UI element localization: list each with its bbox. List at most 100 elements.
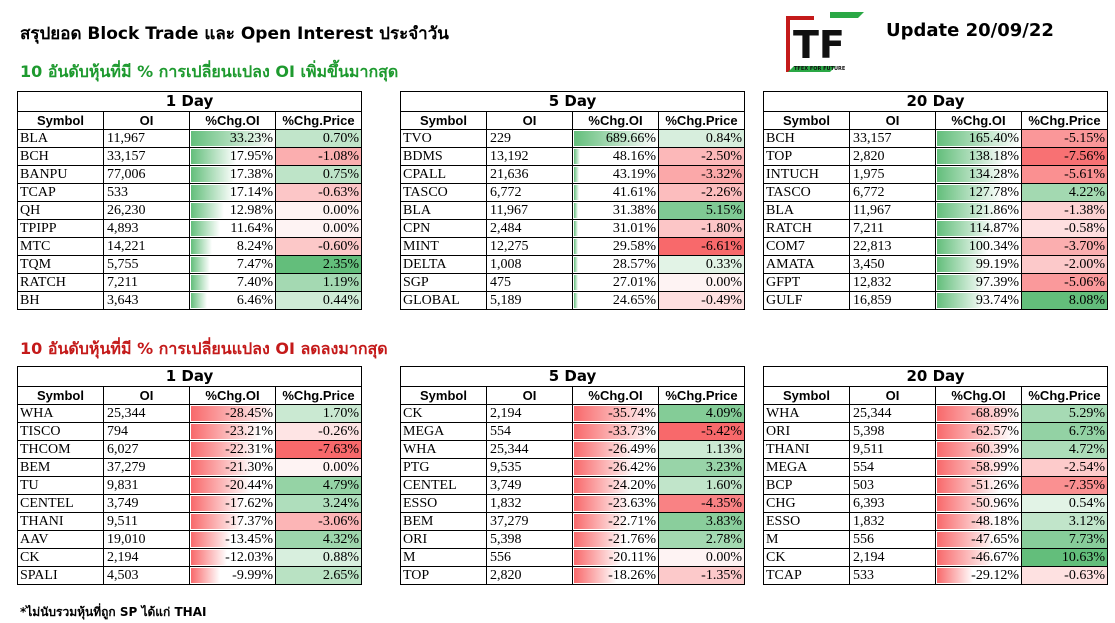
chg-price-cell: 4.22%: [1021, 183, 1108, 202]
chg-oi-value: 7.47%: [236, 257, 273, 272]
chg-oi-cell: 114.87%: [935, 219, 1022, 238]
table-row: MTC 14,221 8.24% -0.60%: [17, 237, 362, 256]
chg-oi-value: 48.16%: [612, 149, 656, 164]
chg-price-cell: -2.26%: [658, 183, 745, 202]
oi-cell: 2,194: [103, 548, 190, 567]
chg-oi-bar: [574, 239, 578, 254]
chg-oi-value: -22.31%: [225, 442, 273, 457]
table-row: BLA 11,967 33.23% 0.70%: [17, 129, 362, 148]
table-period: 1 Day: [17, 91, 362, 112]
chg-oi-bar: [191, 568, 220, 583]
table-row: AMATA 3,450 99.19% -2.00%: [763, 255, 1108, 274]
header-row: Symbol OI %Chg.OI %Chg.Price: [763, 386, 1108, 405]
chg-oi-value: -48.18%: [971, 514, 1019, 529]
table-row: GFPT 12,832 97.39% -5.06%: [763, 273, 1108, 292]
chg-oi-value: -23.21%: [225, 424, 273, 439]
symbol-cell: CK: [400, 404, 487, 423]
oi-cell: 9,511: [849, 440, 936, 459]
symbol-cell: TCAP: [763, 566, 850, 585]
chg-oi-bar: [191, 167, 235, 182]
column-header: OI: [849, 111, 936, 130]
chg-oi-cell: -20.11%: [572, 548, 659, 567]
table-row: BLA 11,967 121.86% -1.38%: [763, 201, 1108, 220]
oi-cell: 16,859: [849, 291, 936, 310]
oi-cell: 4,893: [103, 219, 190, 238]
chg-oi-value: -26.42%: [608, 460, 656, 475]
symbol-cell: CENTEL: [17, 494, 104, 513]
header-row: Symbol OI %Chg.OI %Chg.Price: [400, 111, 745, 130]
chg-price-cell: 0.00%: [275, 201, 362, 220]
chg-oi-value: 165.40%: [968, 131, 1019, 146]
chg-oi-cell: 12.98%: [189, 201, 276, 220]
oi-cell: 4,503: [103, 566, 190, 585]
chg-price-cell: 2.65%: [275, 566, 362, 585]
symbol-cell: MTC: [17, 237, 104, 256]
table-row: CK 2,194 -12.03% 0.88%: [17, 548, 362, 567]
chg-oi-cell: 28.57%: [572, 255, 659, 274]
table-row: CENTEL 3,749 -24.20% 1.60%: [400, 476, 745, 495]
chg-oi-value: -28.45%: [225, 406, 273, 421]
chg-price-cell: 4.72%: [1021, 440, 1108, 459]
oi-cell: 3,450: [849, 255, 936, 274]
chg-oi-bar: [937, 514, 996, 529]
period-row: 20 Day: [763, 91, 1108, 112]
chg-oi-bar: [937, 460, 1009, 475]
table-period: 20 Day: [763, 91, 1108, 112]
chg-price-cell: -7.56%: [1021, 147, 1108, 166]
chg-oi-bar: [574, 275, 578, 290]
chg-oi-cell: 48.16%: [572, 147, 659, 166]
column-header: %Chg.Price: [1021, 111, 1108, 130]
chg-oi-cell: 41.61%: [572, 183, 659, 202]
symbol-cell: RATCH: [17, 273, 104, 292]
chg-oi-bar: [191, 131, 275, 146]
symbol-cell: M: [400, 548, 487, 567]
chg-price-cell: -0.63%: [1021, 566, 1108, 585]
oi-table: 5 Day Symbol OI %Chg.OI %Chg.Price TVO 229 689.…: [400, 91, 745, 310]
chg-price-cell: 0.00%: [275, 219, 362, 238]
symbol-cell: QH: [17, 201, 104, 220]
chg-oi-value: 31.38%: [612, 203, 656, 218]
table-row: CK 2,194 -46.67% 10.63%: [763, 548, 1108, 567]
table-row: GLOBAL 5,189 24.65% -0.49%: [400, 291, 745, 310]
chg-oi-value: -26.49%: [608, 442, 656, 457]
symbol-cell: BLA: [763, 201, 850, 220]
chg-price-cell: -1.80%: [658, 219, 745, 238]
oi-cell: 19,010: [103, 530, 190, 549]
chg-oi-cell: -58.99%: [935, 458, 1022, 477]
symbol-cell: MINT: [400, 237, 487, 256]
table-row: TPIPP 4,893 11.64% 0.00%: [17, 219, 362, 238]
chg-price-cell: 10.63%: [1021, 548, 1108, 567]
symbol-cell: AAV: [17, 530, 104, 549]
chg-oi-cell: 7.47%: [189, 255, 276, 274]
chg-oi-value: 29.58%: [612, 239, 656, 254]
oi-cell: 554: [849, 458, 936, 477]
symbol-cell: SGP: [400, 273, 487, 292]
chg-oi-cell: -9.99%: [189, 566, 276, 585]
table-row: WHA 25,344 -68.89% 5.29%: [763, 404, 1108, 423]
chg-oi-cell: 165.40%: [935, 129, 1022, 148]
chg-oi-value: -35.74%: [608, 406, 656, 421]
chg-oi-cell: -23.63%: [572, 494, 659, 513]
oi-cell: 25,344: [486, 440, 573, 459]
table-row: MEGA 554 -58.99% -2.54%: [763, 458, 1108, 477]
oi-cell: 475: [486, 273, 573, 292]
symbol-cell: TOP: [400, 566, 487, 585]
symbol-cell: BEM: [17, 458, 104, 477]
chg-oi-bar: [191, 293, 207, 308]
oi-cell: 6,393: [849, 494, 936, 513]
chg-price-cell: 5.15%: [658, 201, 745, 220]
chg-oi-cell: 31.01%: [572, 219, 659, 238]
chg-price-cell: -5.15%: [1021, 129, 1108, 148]
chg-oi-bar: [574, 514, 627, 529]
oi-cell: 12,832: [849, 273, 936, 292]
table-row: CHG 6,393 -50.96% 0.54%: [763, 494, 1108, 513]
period-row: 5 Day: [400, 366, 745, 387]
table-row: BDMS 13,192 48.16% -2.50%: [400, 147, 745, 166]
symbol-cell: PTG: [400, 458, 487, 477]
chg-price-cell: -1.08%: [275, 147, 362, 166]
table-row: SGP 475 27.01% 0.00%: [400, 273, 745, 292]
symbol-cell: THCOM: [17, 440, 104, 459]
chg-oi-value: -20.44%: [225, 478, 273, 493]
logo-text: TF: [793, 23, 845, 67]
table-row: ORI 5,398 -21.76% 2.78%: [400, 530, 745, 549]
